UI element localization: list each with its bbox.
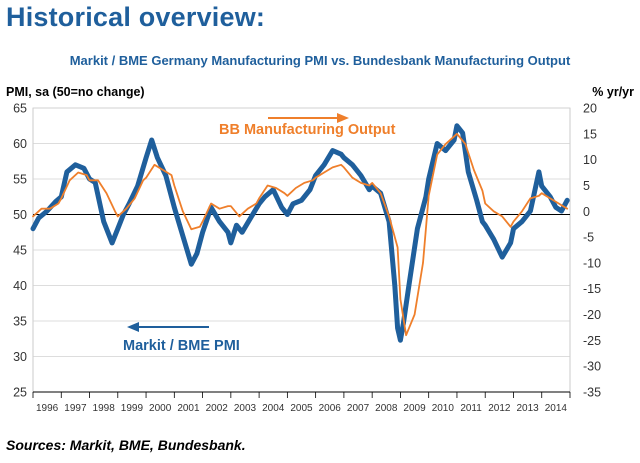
x-tick-label: 2006: [319, 403, 342, 414]
x-tick-label: 2000: [149, 403, 172, 414]
x-tick-label: 2007: [347, 403, 370, 414]
x-tick-label: 2002: [206, 403, 229, 414]
left-tick-label: 40: [13, 279, 27, 293]
left-tick-label: 35: [13, 315, 27, 329]
pmi-annotation-label: Markit / BME PMI: [123, 338, 240, 354]
pmi-annotation: Markit / BME PMI: [123, 322, 240, 354]
right-tick-label: -10: [583, 256, 601, 270]
source-note: Sources: Markit, BME, Bundesbank.: [6, 437, 246, 453]
x-tick-label: 2010: [432, 403, 455, 414]
right-tick-label: -30: [583, 360, 601, 374]
x-tick-label: 2005: [290, 403, 313, 414]
left-tick-label: 60: [13, 137, 27, 151]
chart-axes: 25 30 35 40 45 50 55 60 65 -35 -30 -25 -20 -15 -10 -5 0 5…: [13, 102, 601, 415]
right-tick-label: 15: [583, 127, 597, 141]
right-tick-label: -20: [583, 308, 601, 322]
x-tick-label: 2008: [375, 403, 398, 414]
output-series-line: [32, 132, 569, 337]
x-tick-label: 2014: [545, 403, 568, 414]
right-tick-label: 5: [583, 179, 590, 193]
right-tick-label: 10: [583, 153, 597, 167]
x-tick-label: 1999: [121, 403, 144, 414]
pmi-series-line: [30, 123, 570, 343]
chart-series: [30, 123, 570, 343]
left-tick-label: 50: [13, 208, 27, 222]
left-tick-label: 65: [13, 102, 27, 116]
chart-title: Markit / BME Germany Manufacturing PMI v…: [69, 53, 571, 68]
x-tick-label: 1997: [64, 403, 87, 414]
x-tick-label: 2004: [262, 403, 285, 414]
right-tick-label: -25: [583, 334, 601, 348]
x-tick-label: 1996: [36, 403, 59, 414]
right-tick-label: 0: [583, 205, 590, 219]
left-tick-label: 25: [13, 386, 27, 400]
x-tick-label: 2003: [234, 403, 257, 414]
right-tick-label: -15: [583, 282, 601, 296]
left-tick-label: 45: [13, 244, 27, 258]
x-tick-label: 2013: [516, 403, 539, 414]
x-tick-label: 1998: [93, 403, 116, 414]
pmi-annotation-arrowhead: [127, 322, 139, 332]
x-tick-label: 2011: [460, 403, 482, 414]
output-annotation-label: BB Manufacturing Output: [219, 122, 396, 138]
left-tick-label: 30: [13, 350, 27, 364]
right-tick-label: -5: [583, 231, 594, 245]
left-axis-label: PMI, sa (50=no change): [6, 85, 145, 99]
right-tick-label: -35: [583, 386, 601, 400]
x-tick-label: 2012: [488, 403, 511, 414]
x-tick-label: 2001: [177, 403, 200, 414]
x-tick-label: 2009: [403, 403, 426, 414]
output-annotation: BB Manufacturing Output: [219, 113, 396, 138]
right-axis-label: % yr/yr: [592, 85, 634, 99]
page-heading: Historical overview:: [6, 2, 266, 32]
right-tick-label: 20: [583, 102, 597, 116]
output-annotation-arrowhead: [337, 113, 349, 123]
left-tick-label: 55: [13, 173, 27, 187]
chart-grid: [32, 107, 571, 393]
